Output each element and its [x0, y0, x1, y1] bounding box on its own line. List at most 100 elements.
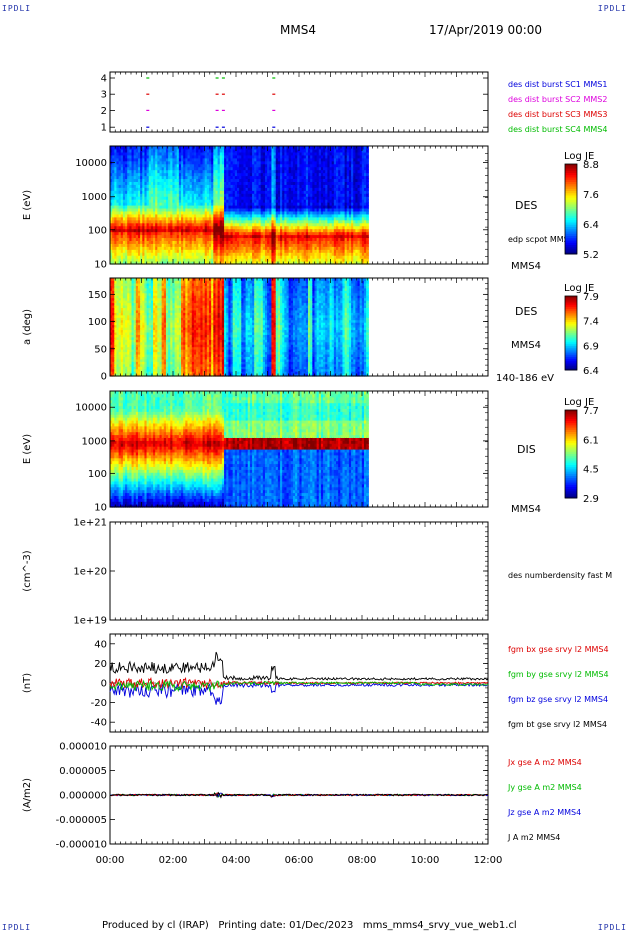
des-energy-heatmap-cell — [213, 219, 217, 224]
des-energy-heatmap-cell — [181, 154, 184, 159]
des-energy-heatmap-cell — [215, 207, 219, 212]
des-energy-heatmap-cell — [172, 187, 176, 191]
des-energy-heatmap-cell — [146, 237, 150, 241]
des-energy-heatmap-cell — [110, 196, 113, 200]
des-energy-heatmap-cell — [163, 172, 167, 177]
des-energy-heatmap-cell — [163, 190, 167, 194]
des-energy-heatmap-cell — [228, 196, 232, 200]
des-energy-heatmap-cell — [163, 196, 167, 200]
des-energy-heatmap-cell — [221, 169, 225, 174]
des-energy-heatmap-cell — [122, 172, 126, 177]
des-energy-heatmap-cell — [211, 160, 214, 165]
des-energy-heatmap-cell — [157, 240, 161, 244]
des-energy-heatmap-cell — [155, 261, 158, 265]
des-energy-heatmap-cell — [122, 178, 126, 182]
des-energy-heatmap-cell — [185, 234, 189, 239]
des-energy-heatmap-cell — [125, 172, 128, 177]
des-energy-heatmap-cell — [174, 261, 178, 265]
des-energy-heatmap-cell — [110, 181, 113, 185]
des-energy-heatmap-cell — [232, 151, 236, 156]
des-energy-heatmap-cell — [144, 225, 148, 230]
des-energy-heatmap-cell — [209, 213, 212, 218]
des-energy-heatmap-cell — [155, 166, 158, 171]
des-energy-heatmap-cell — [183, 249, 186, 253]
des-energy-heatmap-cell — [217, 255, 221, 259]
des-energy-heatmap-cell — [120, 261, 124, 265]
des-energy-heatmap-cell — [148, 166, 152, 171]
des-energy-heatmap-cell — [185, 169, 189, 174]
des-energy-heatmap-cell — [200, 199, 204, 203]
des-energy-heatmap-cell — [191, 181, 195, 185]
des-energy-heatmap-cell — [241, 154, 245, 159]
des-energy-heatmap-cell — [228, 237, 232, 241]
des-energy-heatmap-cell — [116, 146, 120, 150]
des-energy-heatmap-cell — [183, 258, 186, 262]
des-energy-heatmap-cell — [204, 225, 208, 230]
des-energy-heatmap-cell — [198, 261, 201, 265]
des-energy-heatmap-cell — [196, 240, 199, 244]
des-energy-heatmap-cell — [172, 225, 176, 230]
des-energy-heatmap-cell — [209, 261, 212, 265]
des-energy-heatmap-cell — [170, 237, 174, 241]
des-energy-heatmap-cell — [226, 190, 229, 194]
des-energy-heatmap-cell — [178, 255, 182, 259]
des-energy-heatmap-cell — [163, 213, 167, 218]
des-energy-heatmap-cell — [148, 246, 152, 250]
des-energy-heatmap-cell — [116, 240, 120, 244]
des-energy-heatmap-cell — [112, 196, 115, 200]
des-energy-heatmap-cell — [165, 252, 169, 256]
des-energy-heatmap-cell — [202, 246, 206, 250]
des-energy-heatmap-cell — [219, 166, 223, 171]
des-energy-heatmap-cell — [211, 261, 214, 265]
des-energy-heatmap-cell — [118, 252, 122, 256]
des-energy-heatmap-cell — [243, 219, 247, 224]
des-energy-heatmap-cell — [204, 160, 208, 165]
des-energy-heatmap-cell — [183, 181, 186, 185]
des-energy-heatmap-cell — [112, 187, 115, 191]
des-energy-heatmap-cell — [144, 216, 148, 221]
des-energy-heatmap-cell — [232, 237, 236, 241]
des-energy-heatmap-cell — [140, 160, 143, 165]
des-energy-heatmap-cell — [219, 178, 223, 182]
des-energy-heatmap-cell — [114, 210, 118, 215]
des-energy-heatmap-cell — [142, 216, 146, 221]
des-energy-heatmap-cell — [228, 187, 232, 191]
des-energy-heatmap-cell — [125, 231, 128, 236]
des-energy-heatmap-cell — [193, 237, 197, 241]
des-energy-heatmap-cell — [174, 151, 178, 156]
des-energy-heatmap-cell — [226, 202, 229, 206]
des-energy-heatmap-cell — [122, 160, 126, 165]
des-energy-heatmap-cell — [219, 175, 223, 180]
des-energy-heatmap-cell — [178, 172, 182, 177]
des-energy-heatmap-cell — [157, 202, 161, 206]
des-energy-heatmap-cell — [219, 243, 223, 247]
des-energy-heatmap-cell — [144, 219, 148, 224]
des-energy-heatmap-cell — [110, 193, 113, 197]
des-energy-heatmap-cell — [135, 151, 139, 156]
des-energy-heatmap-cell — [204, 246, 208, 250]
des-energy-heatmap-cell — [153, 219, 156, 224]
des-energy-heatmap-cell — [168, 231, 171, 236]
des-energy-heatmap-cell — [131, 234, 135, 239]
des-energy-heatmap-cell — [131, 160, 135, 165]
des-energy-heatmap-cell — [202, 187, 206, 191]
des-energy-heatmap-cell — [221, 207, 225, 212]
des-energy-heatmap-cell — [232, 222, 236, 227]
des-energy-heatmap-cell — [209, 196, 212, 200]
des-energy-heatmap-cell — [153, 205, 156, 209]
des-energy-heatmap-cell — [189, 151, 193, 156]
des-energy-heatmap-cell — [202, 216, 206, 221]
des-energy-heatmap-cell — [176, 181, 180, 185]
des-energy-heatmap-cell — [206, 261, 210, 265]
des-energy-heatmap-cell — [137, 172, 141, 177]
des-energy-heatmap-cell — [209, 154, 212, 159]
des-energy-heatmap-cell — [140, 213, 143, 218]
des-energy-heatmap-cell — [172, 219, 176, 224]
des-energy-heatmap-cell — [174, 160, 178, 165]
des-energy-heatmap-cell — [211, 216, 214, 221]
des-energy-heatmap-cell — [144, 157, 148, 162]
des-energy-heatmap-cell — [191, 243, 195, 247]
des-energy-heatmap-cell — [168, 210, 171, 215]
des-energy-heatmap-cell — [112, 205, 115, 209]
des-energy-heatmap-cell — [196, 258, 199, 262]
